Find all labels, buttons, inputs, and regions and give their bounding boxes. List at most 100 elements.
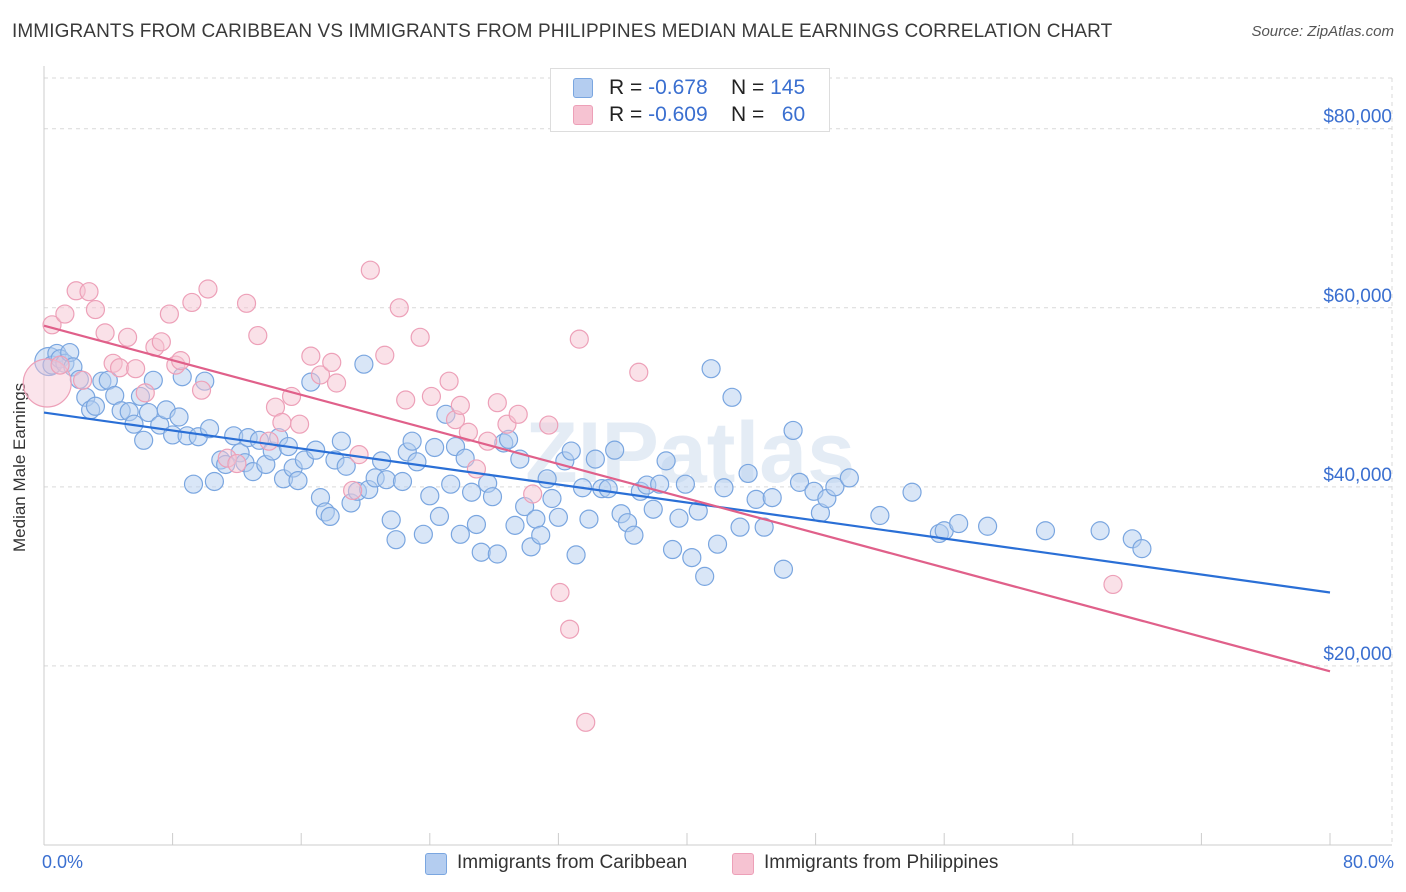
caribbean-point [701, 359, 721, 379]
caribbean-point [425, 437, 445, 458]
caribbean-point [839, 468, 859, 488]
caribbean-point [949, 513, 969, 534]
caribbean-point [429, 506, 450, 527]
caribbean-point [902, 482, 922, 502]
philippines-point [487, 393, 507, 413]
caribbean-point [762, 488, 782, 508]
caribbean-point [746, 489, 766, 509]
philippines-point [55, 304, 75, 324]
caribbean-point [320, 506, 340, 527]
philippines-point [326, 373, 347, 393]
philippines-point [151, 332, 171, 352]
caribbean-point [825, 477, 845, 497]
caribbean-point [561, 441, 581, 461]
caribbean-point [402, 431, 422, 451]
caribbean-point [682, 547, 702, 568]
philippines-point [523, 484, 543, 504]
philippines-point [421, 386, 442, 407]
caribbean-point [789, 472, 810, 492]
caribbean-point [450, 524, 470, 544]
philippines-point [248, 325, 268, 346]
caribbean-trend-line [43, 411, 1331, 594]
caribbean-point [695, 566, 715, 586]
philippines-point [272, 412, 292, 432]
source-credit[interactable]: Source: ZipAtlas.com [1251, 23, 1394, 40]
philippines-point [301, 346, 321, 366]
legend-n-label: N = [731, 76, 765, 99]
x-tick-label-max: 80.0% [1342, 852, 1394, 872]
philippines-point [322, 352, 342, 373]
philippines-point [343, 480, 363, 501]
philippines-point [289, 414, 310, 434]
philippines-point [117, 327, 138, 347]
caribbean-point [707, 534, 728, 554]
caribbean-legend-label: Immigrants from Caribbean [457, 852, 688, 873]
caribbean-point [204, 471, 224, 492]
caribbean-point [461, 482, 482, 502]
legend-n-value: 145 [770, 76, 806, 99]
caribbean-legend-swatch [425, 853, 447, 875]
caribbean-point [471, 542, 491, 562]
caribbean-point [579, 509, 599, 529]
y-tick-labels: $20,000 $40,000 $60,000 $80,000 [1323, 107, 1392, 665]
caribbean-point [386, 530, 406, 550]
caribbean-point [134, 430, 154, 450]
legend-r-label: R = [609, 103, 643, 126]
caribbean-point [783, 420, 803, 441]
philippines-point [227, 453, 247, 474]
caribbean-point [730, 517, 750, 537]
correlation-legend: R = -0.678 N = 145 R = -0.609 N = 60 [550, 68, 830, 132]
philippines-point [576, 712, 596, 732]
caribbean-point [598, 479, 618, 499]
caribbean-point [199, 419, 220, 439]
philippines-point [389, 298, 409, 318]
philippines-point [466, 459, 487, 479]
caribbean-point [643, 499, 663, 519]
caribbean-point [482, 487, 503, 507]
chart-title: IMMIGRANTS FROM CARIBBEAN VS IMMIGRANTS … [12, 21, 1113, 42]
philippines-point [236, 293, 257, 313]
y-tick-label: $40,000 [1323, 465, 1392, 486]
legend-n-label: N = [731, 103, 765, 126]
philippines-point [72, 370, 93, 390]
y-tick-label: $20,000 [1323, 644, 1392, 665]
caribbean-point [669, 508, 689, 528]
philippines-point [79, 282, 99, 302]
caribbean-point [407, 452, 427, 472]
caribbean-point [336, 456, 356, 476]
caribbean-point [85, 396, 106, 416]
legend-r-label: R = [609, 76, 643, 99]
caribbean-point [566, 545, 586, 565]
caribbean-point [738, 463, 758, 484]
caribbean-point [354, 354, 374, 374]
philippines-point [191, 380, 212, 400]
caribbean-point [662, 539, 683, 560]
philippines-swatch [573, 105, 593, 125]
philippines-point [569, 329, 589, 349]
caribbean-point [656, 451, 676, 471]
caribbean-point [376, 470, 396, 490]
caribbean-point [288, 470, 308, 491]
philippines-point [629, 362, 649, 382]
caribbean-point [605, 440, 625, 460]
philippines-point [126, 359, 146, 379]
caribbean-point [870, 505, 890, 526]
x-tick-label-min: 0.0% [42, 852, 84, 872]
caribbean-point [650, 474, 670, 494]
caribbean-point [413, 524, 433, 544]
philippines-point [95, 323, 115, 343]
caribbean-point [331, 431, 351, 451]
y-tick-label: $80,000 [1323, 107, 1392, 128]
philippines-legend-label: Immigrants from Philippines [764, 852, 999, 873]
caribbean-point [542, 488, 562, 509]
caribbean-point [548, 507, 569, 527]
philippines-point [85, 299, 106, 320]
caribbean-swatch [573, 78, 593, 98]
caribbean-point [487, 544, 507, 564]
philippines-point [182, 292, 202, 313]
caribbean-point [537, 469, 557, 489]
philippines-point [349, 445, 369, 465]
axes [43, 66, 1392, 846]
caribbean-point [531, 525, 551, 545]
